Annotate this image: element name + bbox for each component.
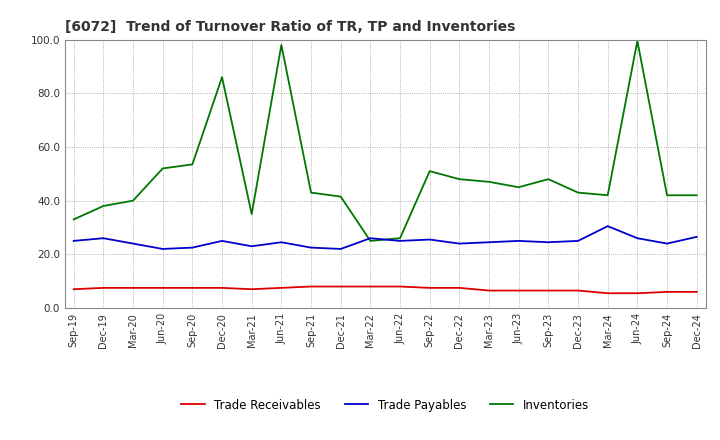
Trade Payables xyxy=(158,246,167,252)
Inventories xyxy=(336,194,345,199)
Inventories xyxy=(603,193,612,198)
Trade Receivables xyxy=(99,285,108,290)
Trade Payables xyxy=(69,238,78,244)
Trade Receivables xyxy=(277,285,286,290)
Inventories xyxy=(455,176,464,182)
Line: Inventories: Inventories xyxy=(73,41,697,241)
Inventories xyxy=(693,193,701,198)
Legend: Trade Receivables, Trade Payables, Inventories: Trade Receivables, Trade Payables, Inven… xyxy=(176,394,594,417)
Trade Receivables xyxy=(633,290,642,296)
Trade Payables xyxy=(396,238,405,244)
Trade Payables xyxy=(662,241,671,246)
Inventories xyxy=(158,166,167,171)
Trade Payables xyxy=(277,240,286,245)
Trade Receivables xyxy=(217,285,226,290)
Text: [6072]  Trend of Turnover Ratio of TR, TP and Inventories: [6072] Trend of Turnover Ratio of TR, TP… xyxy=(65,20,516,34)
Inventories xyxy=(514,185,523,190)
Trade Payables xyxy=(307,245,315,250)
Trade Receivables xyxy=(514,288,523,293)
Trade Payables xyxy=(188,245,197,250)
Line: Trade Payables: Trade Payables xyxy=(73,226,697,249)
Trade Receivables xyxy=(485,288,493,293)
Trade Payables xyxy=(336,246,345,252)
Trade Receivables xyxy=(693,289,701,294)
Trade Payables xyxy=(693,234,701,239)
Inventories xyxy=(633,38,642,44)
Inventories xyxy=(248,211,256,216)
Inventories xyxy=(396,235,405,241)
Trade Receivables xyxy=(158,285,167,290)
Inventories xyxy=(277,42,286,48)
Trade Receivables xyxy=(662,289,671,294)
Trade Payables xyxy=(248,244,256,249)
Trade Payables xyxy=(574,238,582,244)
Inventories xyxy=(544,176,553,182)
Trade Receivables xyxy=(366,284,374,289)
Trade Receivables xyxy=(455,285,464,290)
Trade Receivables xyxy=(336,284,345,289)
Trade Receivables xyxy=(248,286,256,292)
Trade Receivables xyxy=(129,285,138,290)
Trade Payables xyxy=(544,240,553,245)
Inventories xyxy=(426,169,434,174)
Inventories xyxy=(188,162,197,167)
Inventories xyxy=(99,203,108,209)
Inventories xyxy=(217,74,226,80)
Inventories xyxy=(366,238,374,244)
Trade Receivables xyxy=(544,288,553,293)
Inventories xyxy=(574,190,582,195)
Trade Payables xyxy=(455,241,464,246)
Trade Receivables xyxy=(603,290,612,296)
Inventories xyxy=(69,217,78,222)
Trade Payables xyxy=(366,235,374,241)
Trade Payables xyxy=(603,224,612,229)
Inventories xyxy=(307,190,315,195)
Trade Payables xyxy=(633,235,642,241)
Trade Payables xyxy=(485,240,493,245)
Inventories xyxy=(485,179,493,184)
Trade Receivables xyxy=(426,285,434,290)
Trade Payables xyxy=(426,237,434,242)
Trade Receivables xyxy=(574,288,582,293)
Inventories xyxy=(662,193,671,198)
Trade Payables xyxy=(129,241,138,246)
Line: Trade Receivables: Trade Receivables xyxy=(73,286,697,293)
Trade Payables xyxy=(217,238,226,244)
Trade Receivables xyxy=(188,285,197,290)
Trade Receivables xyxy=(307,284,315,289)
Trade Payables xyxy=(99,235,108,241)
Inventories xyxy=(129,198,138,203)
Trade Receivables xyxy=(69,286,78,292)
Trade Payables xyxy=(514,238,523,244)
Trade Receivables xyxy=(396,284,405,289)
